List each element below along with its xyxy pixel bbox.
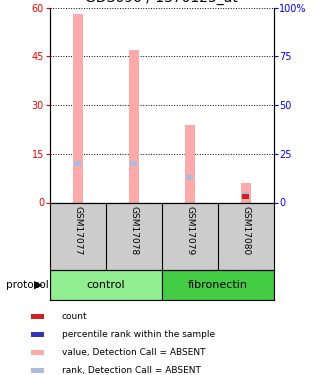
Bar	[31, 314, 44, 319]
Text: value, Detection Call = ABSENT: value, Detection Call = ABSENT	[61, 348, 205, 357]
Bar	[31, 332, 44, 337]
Bar	[74, 161, 81, 166]
Bar	[129, 50, 139, 202]
Bar	[242, 194, 249, 199]
Bar	[31, 350, 44, 355]
Bar	[73, 14, 83, 202]
Text: rank, Detection Call = ABSENT: rank, Detection Call = ABSENT	[61, 366, 200, 375]
Bar	[242, 192, 249, 197]
Bar	[130, 161, 137, 166]
Text: GSM17077: GSM17077	[73, 206, 82, 255]
Text: GSM17078: GSM17078	[129, 206, 138, 255]
Text: fibronectin: fibronectin	[188, 280, 248, 290]
Text: ▶: ▶	[34, 280, 42, 290]
Text: GSM17079: GSM17079	[185, 206, 194, 255]
Bar	[186, 175, 193, 180]
Bar	[185, 124, 195, 202]
Bar	[50, 270, 162, 300]
Text: count: count	[61, 312, 87, 321]
Text: control: control	[86, 280, 125, 290]
Bar	[241, 183, 251, 203]
Bar	[162, 270, 274, 300]
Text: percentile rank within the sample: percentile rank within the sample	[61, 330, 215, 339]
Bar	[31, 368, 44, 372]
Title: GDS696 / 1370125_at: GDS696 / 1370125_at	[85, 0, 238, 5]
Text: protocol: protocol	[6, 280, 49, 290]
Text: GSM17080: GSM17080	[241, 206, 250, 255]
